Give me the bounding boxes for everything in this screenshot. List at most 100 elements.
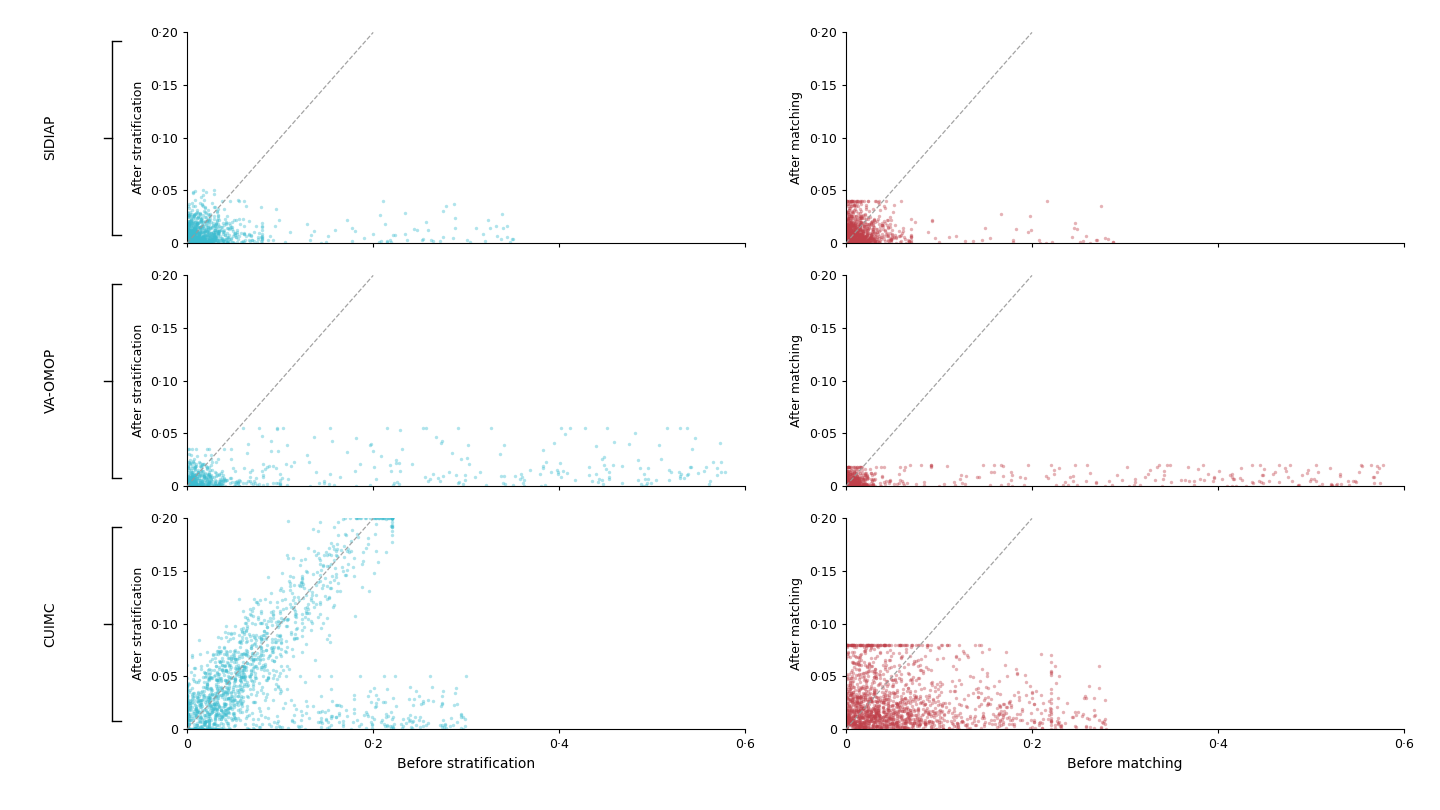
Point (847, 638, 870, 651)
Point (181, 691, 204, 704)
Y-axis label: After stratification: After stratification (131, 81, 144, 194)
Point (648, 438, 671, 451)
Point (897, 706, 920, 719)
Point (194, 474, 217, 487)
Point (845, 696, 868, 709)
Point (848, 717, 871, 730)
Point (206, 224, 229, 237)
Point (181, 232, 204, 245)
Point (1079, 237, 1102, 249)
Point (897, 710, 920, 723)
Point (838, 220, 861, 233)
Point (449, 721, 472, 734)
Point (192, 228, 215, 241)
Point (590, 474, 613, 487)
Point (379, 234, 402, 247)
Point (842, 228, 865, 241)
Point (295, 600, 318, 613)
Point (240, 234, 264, 247)
Point (841, 469, 864, 482)
Point (901, 718, 924, 731)
Point (249, 650, 272, 663)
Point (840, 479, 863, 492)
Point (206, 226, 229, 239)
Point (841, 226, 864, 239)
Point (855, 217, 878, 230)
Point (176, 219, 199, 232)
Point (177, 227, 200, 240)
Point (1051, 705, 1074, 718)
Point (880, 699, 903, 712)
Point (855, 707, 878, 720)
Point (213, 659, 236, 671)
Point (318, 576, 341, 589)
Point (847, 638, 870, 651)
Point (380, 525, 403, 538)
Point (893, 231, 916, 244)
Point (877, 715, 900, 728)
Point (900, 721, 923, 734)
Point (855, 236, 878, 249)
Point (181, 234, 204, 247)
Point (835, 461, 858, 474)
Point (431, 684, 454, 697)
Point (929, 697, 952, 710)
Point (851, 701, 874, 714)
Point (835, 480, 858, 492)
Point (855, 479, 878, 492)
Point (179, 469, 202, 482)
Point (841, 675, 864, 688)
Point (835, 225, 858, 238)
Point (847, 706, 870, 719)
Point (835, 717, 858, 730)
Point (219, 711, 242, 724)
Point (176, 720, 199, 733)
Point (189, 693, 212, 706)
Point (261, 635, 284, 648)
Point (176, 723, 199, 735)
Point (884, 716, 907, 729)
Point (384, 700, 408, 713)
Point (176, 701, 199, 714)
Point (320, 557, 343, 570)
Point (840, 671, 863, 684)
Point (199, 234, 222, 247)
Point (251, 230, 274, 243)
Point (176, 233, 199, 246)
Point (203, 221, 226, 234)
Point (868, 224, 891, 237)
Point (850, 224, 873, 237)
Point (300, 593, 323, 606)
Point (845, 703, 868, 716)
Point (841, 234, 864, 247)
Point (844, 213, 867, 226)
Point (1045, 714, 1068, 727)
Point (863, 473, 886, 486)
Point (841, 220, 864, 233)
Point (952, 716, 975, 729)
Point (979, 465, 1002, 478)
Point (454, 719, 477, 732)
Point (848, 714, 871, 727)
Point (274, 644, 297, 657)
Point (177, 718, 200, 731)
Point (863, 710, 886, 723)
Point (183, 224, 206, 237)
Point (950, 714, 973, 727)
Point (851, 711, 874, 724)
Point (855, 713, 878, 726)
Point (884, 706, 907, 719)
Point (865, 223, 888, 236)
Point (176, 233, 199, 246)
Point (197, 663, 220, 676)
Point (415, 718, 438, 731)
Point (190, 466, 213, 479)
Point (1040, 719, 1063, 732)
Point (531, 444, 554, 457)
Point (848, 224, 871, 237)
Point (189, 712, 212, 725)
Point (1152, 472, 1175, 485)
Point (835, 475, 858, 488)
Point (955, 721, 978, 734)
Point (861, 718, 884, 731)
